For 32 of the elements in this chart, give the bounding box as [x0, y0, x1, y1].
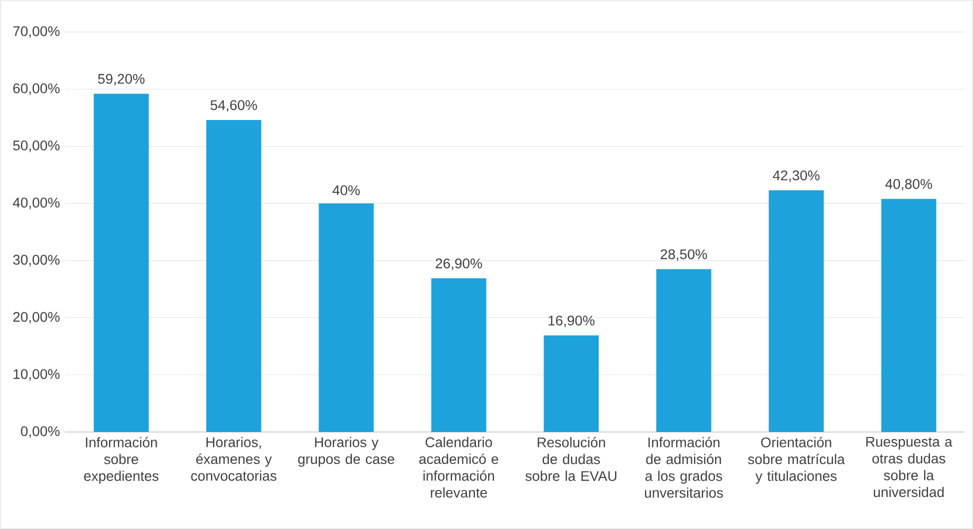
bar [656, 269, 712, 432]
data-label: 26,90% [436, 258, 482, 270]
y-tick-label: 60,00% [13, 83, 60, 95]
y-tick-label: 10,00% [14, 369, 60, 381]
bar [768, 190, 824, 432]
data-label: 40% [332, 185, 360, 196]
x-tick-label: Orientación sobre matrícula y titulaciones [748, 436, 845, 484]
x-tick-label: Información sobre expedientes [84, 436, 158, 484]
data-label: 54,60% [210, 100, 257, 112]
data-label: 16,90% [548, 316, 594, 328]
y-tick-label: 40,00% [12, 198, 60, 210]
bar [94, 94, 149, 432]
bar [544, 335, 599, 432]
y-tick-label: 50,00% [13, 140, 60, 152]
y-tick-label: 30,00% [13, 254, 60, 266]
x-tick-label: Información de admisión a los grados unversitarios [644, 436, 723, 498]
data-label: 40,80% [885, 179, 932, 191]
x-tick-label: Ruespuesta a otras dudas sobre la universidad [866, 436, 952, 498]
y-tick-label: 20,00% [13, 312, 60, 324]
bar [318, 203, 374, 432]
x-tick-label: Calendario academicó e información relevante [419, 436, 498, 498]
x-tick-label: Horarios, éxamenes y convocatorias [191, 436, 276, 481]
data-label: 42,30% [772, 170, 820, 182]
x-tick-label: Resolución de dudas sobre la EVAU [525, 436, 616, 481]
bar [206, 120, 262, 432]
bar [431, 278, 486, 432]
x-tick-label: Horarios y grupos de case [298, 436, 394, 467]
data-label: 59,20% [98, 74, 144, 86]
data-label: 28,50% [660, 249, 707, 261]
bar [881, 198, 936, 432]
y-tick-label: 0,00% [20, 426, 60, 438]
y-tick-label: 70,00% [13, 26, 60, 38]
